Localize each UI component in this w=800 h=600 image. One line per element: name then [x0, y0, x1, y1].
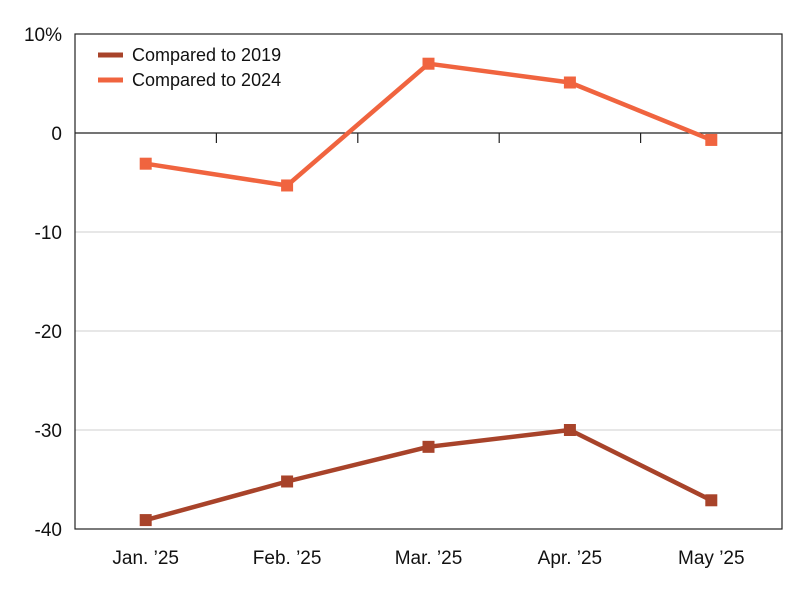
- data-point-marker: [281, 179, 294, 192]
- y-tick-label: -10: [35, 223, 62, 244]
- y-tick-label: 10%: [24, 25, 62, 46]
- x-tick-label: Jan. ’25: [112, 548, 179, 569]
- series-lines: [139, 57, 718, 527]
- data-point-marker: [422, 440, 435, 453]
- data-point-marker: [563, 76, 576, 89]
- y-tick-label: -30: [35, 421, 62, 442]
- data-point-marker: [705, 494, 718, 507]
- x-tick-label: Apr. ’25: [538, 548, 602, 569]
- series-2: [139, 57, 718, 192]
- series-1: [139, 424, 718, 527]
- x-tick-labels: Jan. ’25 Feb. ’25 Mar. ’25 Apr. ’25 May ’25: [112, 548, 744, 569]
- plot-frame: [74, 33, 783, 530]
- data-point-marker: [705, 133, 718, 146]
- legend-label: Compared to 2024: [132, 70, 281, 90]
- gridlines: [75, 231, 782, 431]
- data-point-marker: [139, 157, 152, 170]
- y-tick-labels: 10% 0 -10 -20 -30 -40: [24, 25, 62, 541]
- y-tick-label: -20: [35, 322, 62, 343]
- data-point-marker: [422, 57, 435, 70]
- data-point-marker: [281, 475, 294, 488]
- x-tick-label: Feb. ’25: [253, 548, 322, 569]
- y-tick-label: 0: [51, 124, 62, 145]
- data-point-marker: [139, 514, 152, 527]
- legend: Compared to 2019 Compared to 2024: [98, 45, 281, 90]
- x-tick-label: Mar. ’25: [395, 548, 463, 569]
- legend-label: Compared to 2019: [132, 45, 281, 65]
- zero-line-group: [75, 132, 782, 143]
- x-tick-label: May ’25: [678, 548, 745, 569]
- data-point-marker: [563, 424, 576, 436]
- y-tick-label: -40: [35, 520, 62, 541]
